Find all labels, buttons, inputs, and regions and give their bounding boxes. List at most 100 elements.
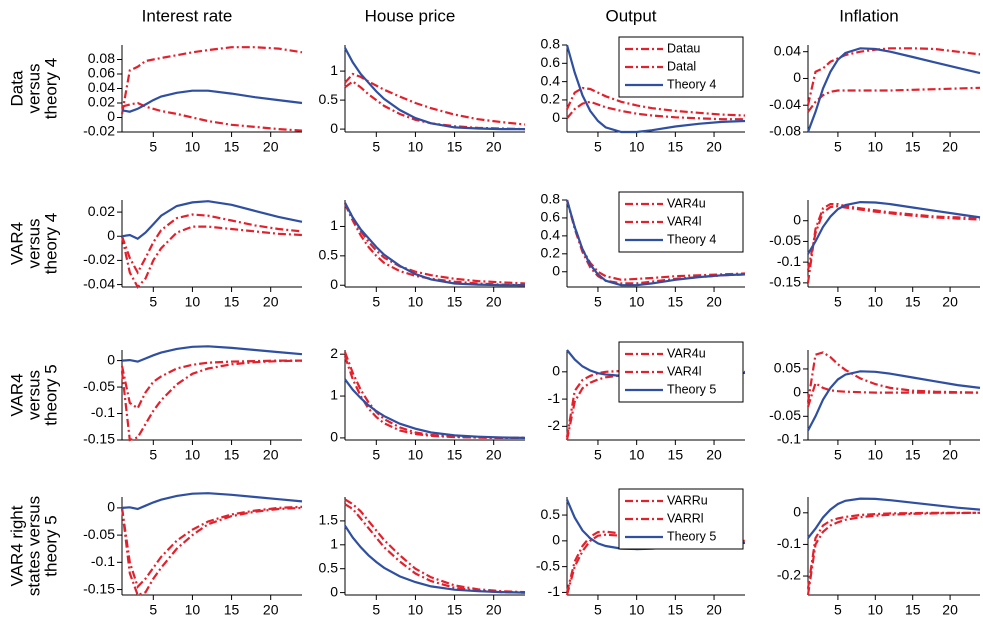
series-line [121, 492, 303, 511]
row-label: VAR4 [7, 373, 26, 416]
series-line [344, 72, 526, 126]
x-tick-label: 10 [185, 139, 201, 155]
series-line [565, 199, 746, 285]
y-tick-label: 0.6 [541, 54, 561, 70]
y-tick-label: 0.02 [88, 203, 115, 219]
row-label: VAR4 [7, 222, 26, 265]
y-tick-label: -0.15 [769, 274, 801, 290]
y-tick-label: -0.15 [83, 580, 115, 596]
x-tick-label: 15 [668, 602, 684, 618]
x-tick-label: 5 [149, 447, 157, 463]
series-line [343, 355, 525, 439]
legend: VAR4u VAR4l Theory 4 [618, 191, 744, 253]
legend-label: Theory 5 [667, 382, 716, 396]
legend-label: VARRu [667, 493, 708, 507]
x-tick-label: 5 [834, 602, 842, 618]
row-label: theory 5 [41, 515, 60, 576]
y-tick-label: 0 [552, 109, 560, 125]
legend-box [618, 36, 744, 98]
series-line [807, 497, 981, 539]
x-tick-label: 10 [629, 294, 645, 310]
y-tick-label: 0 [107, 108, 115, 124]
x-tick-label: 5 [594, 602, 602, 618]
row-label: VAR4 right [7, 505, 26, 586]
y-tick-label: -0.1 [777, 431, 801, 447]
y-tick-label: -0.1 [777, 253, 801, 269]
y-tick-label: -1 [548, 390, 561, 406]
y-tick-label: 0 [793, 504, 801, 520]
x-tick-label: 5 [594, 447, 602, 463]
legend-label: VAR4l [667, 364, 702, 378]
y-tick-label: -0.2 [777, 567, 801, 583]
x-tick-label: 15 [447, 602, 463, 618]
legend-label: VAR4u [667, 346, 706, 360]
column-title: Interest rate [142, 6, 233, 25]
x-tick-label: 15 [905, 447, 921, 463]
y-tick-label: -0.1 [91, 404, 115, 420]
row-label: versus [24, 63, 43, 113]
x-tick-label: 5 [594, 139, 602, 155]
y-tick-label: 0 [552, 262, 560, 278]
row-label: Data [7, 70, 26, 106]
x-tick-label: 15 [447, 294, 463, 310]
row-label: theory 4 [41, 213, 60, 274]
y-tick-label: 0.2 [541, 245, 561, 261]
series-line [806, 47, 981, 106]
y-tick-label: 0 [793, 383, 801, 399]
series-line [807, 86, 981, 113]
x-tick-label: 20 [486, 602, 502, 618]
legend-label: Theory 5 [667, 529, 716, 543]
y-tick-label: -0.15 [83, 431, 115, 447]
x-tick-label: 10 [185, 447, 201, 463]
y-tick-label: 0.6 [541, 209, 561, 225]
x-tick-label: 20 [486, 447, 502, 463]
y-tick-label: -0.05 [769, 407, 801, 423]
y-tick-label: 0.02 [88, 94, 115, 110]
x-tick-label: 5 [594, 294, 602, 310]
series-line [120, 506, 303, 597]
x-tick-label: 20 [706, 447, 722, 463]
series-line [807, 200, 981, 255]
y-tick-label: 0.8 [541, 191, 561, 207]
x-tick-label: 15 [447, 447, 463, 463]
series-line [121, 89, 303, 113]
series-line [807, 370, 981, 432]
series-line [806, 351, 981, 403]
y-tick-label: -0.1 [91, 553, 115, 569]
y-tick-label: 0.5 [319, 559, 339, 575]
row-label: versus [24, 370, 43, 420]
x-tick-label: 10 [868, 294, 884, 310]
x-tick-label: 15 [224, 447, 240, 463]
series-line [120, 225, 303, 289]
legend-box [618, 488, 744, 550]
x-tick-label: 5 [149, 294, 157, 310]
legend-box [618, 191, 744, 253]
series-line [565, 44, 746, 134]
x-tick-label: 5 [149, 602, 157, 618]
y-tick-label: 0 [330, 276, 338, 292]
series-line [121, 345, 303, 363]
y-tick-label: 0 [793, 211, 801, 227]
x-tick-label: 5 [834, 447, 842, 463]
y-tick-label: 0.2 [541, 91, 561, 107]
row-label: theory 4 [41, 58, 60, 119]
x-tick-label: 10 [185, 602, 201, 618]
x-tick-label: 10 [868, 602, 884, 618]
x-tick-label: 15 [668, 447, 684, 463]
column-title: House price [365, 6, 456, 25]
legend: VARRu VARRl Theory 5 [618, 488, 744, 550]
y-tick-label: 0 [107, 499, 115, 515]
x-tick-label: 10 [868, 447, 884, 463]
series-line [343, 351, 525, 439]
y-tick-label: 0.8 [541, 36, 561, 52]
x-tick-label: 20 [942, 139, 958, 155]
y-tick-label: -0.5 [536, 557, 560, 573]
x-tick-label: 10 [408, 447, 424, 463]
x-tick-label: 20 [263, 294, 279, 310]
y-tick-label: 0.08 [88, 50, 115, 66]
y-tick-label: 0.5 [319, 247, 339, 263]
legend-label: VAR4u [667, 196, 706, 210]
column-title: Inflation [839, 6, 899, 25]
x-tick-label: 5 [372, 602, 380, 618]
